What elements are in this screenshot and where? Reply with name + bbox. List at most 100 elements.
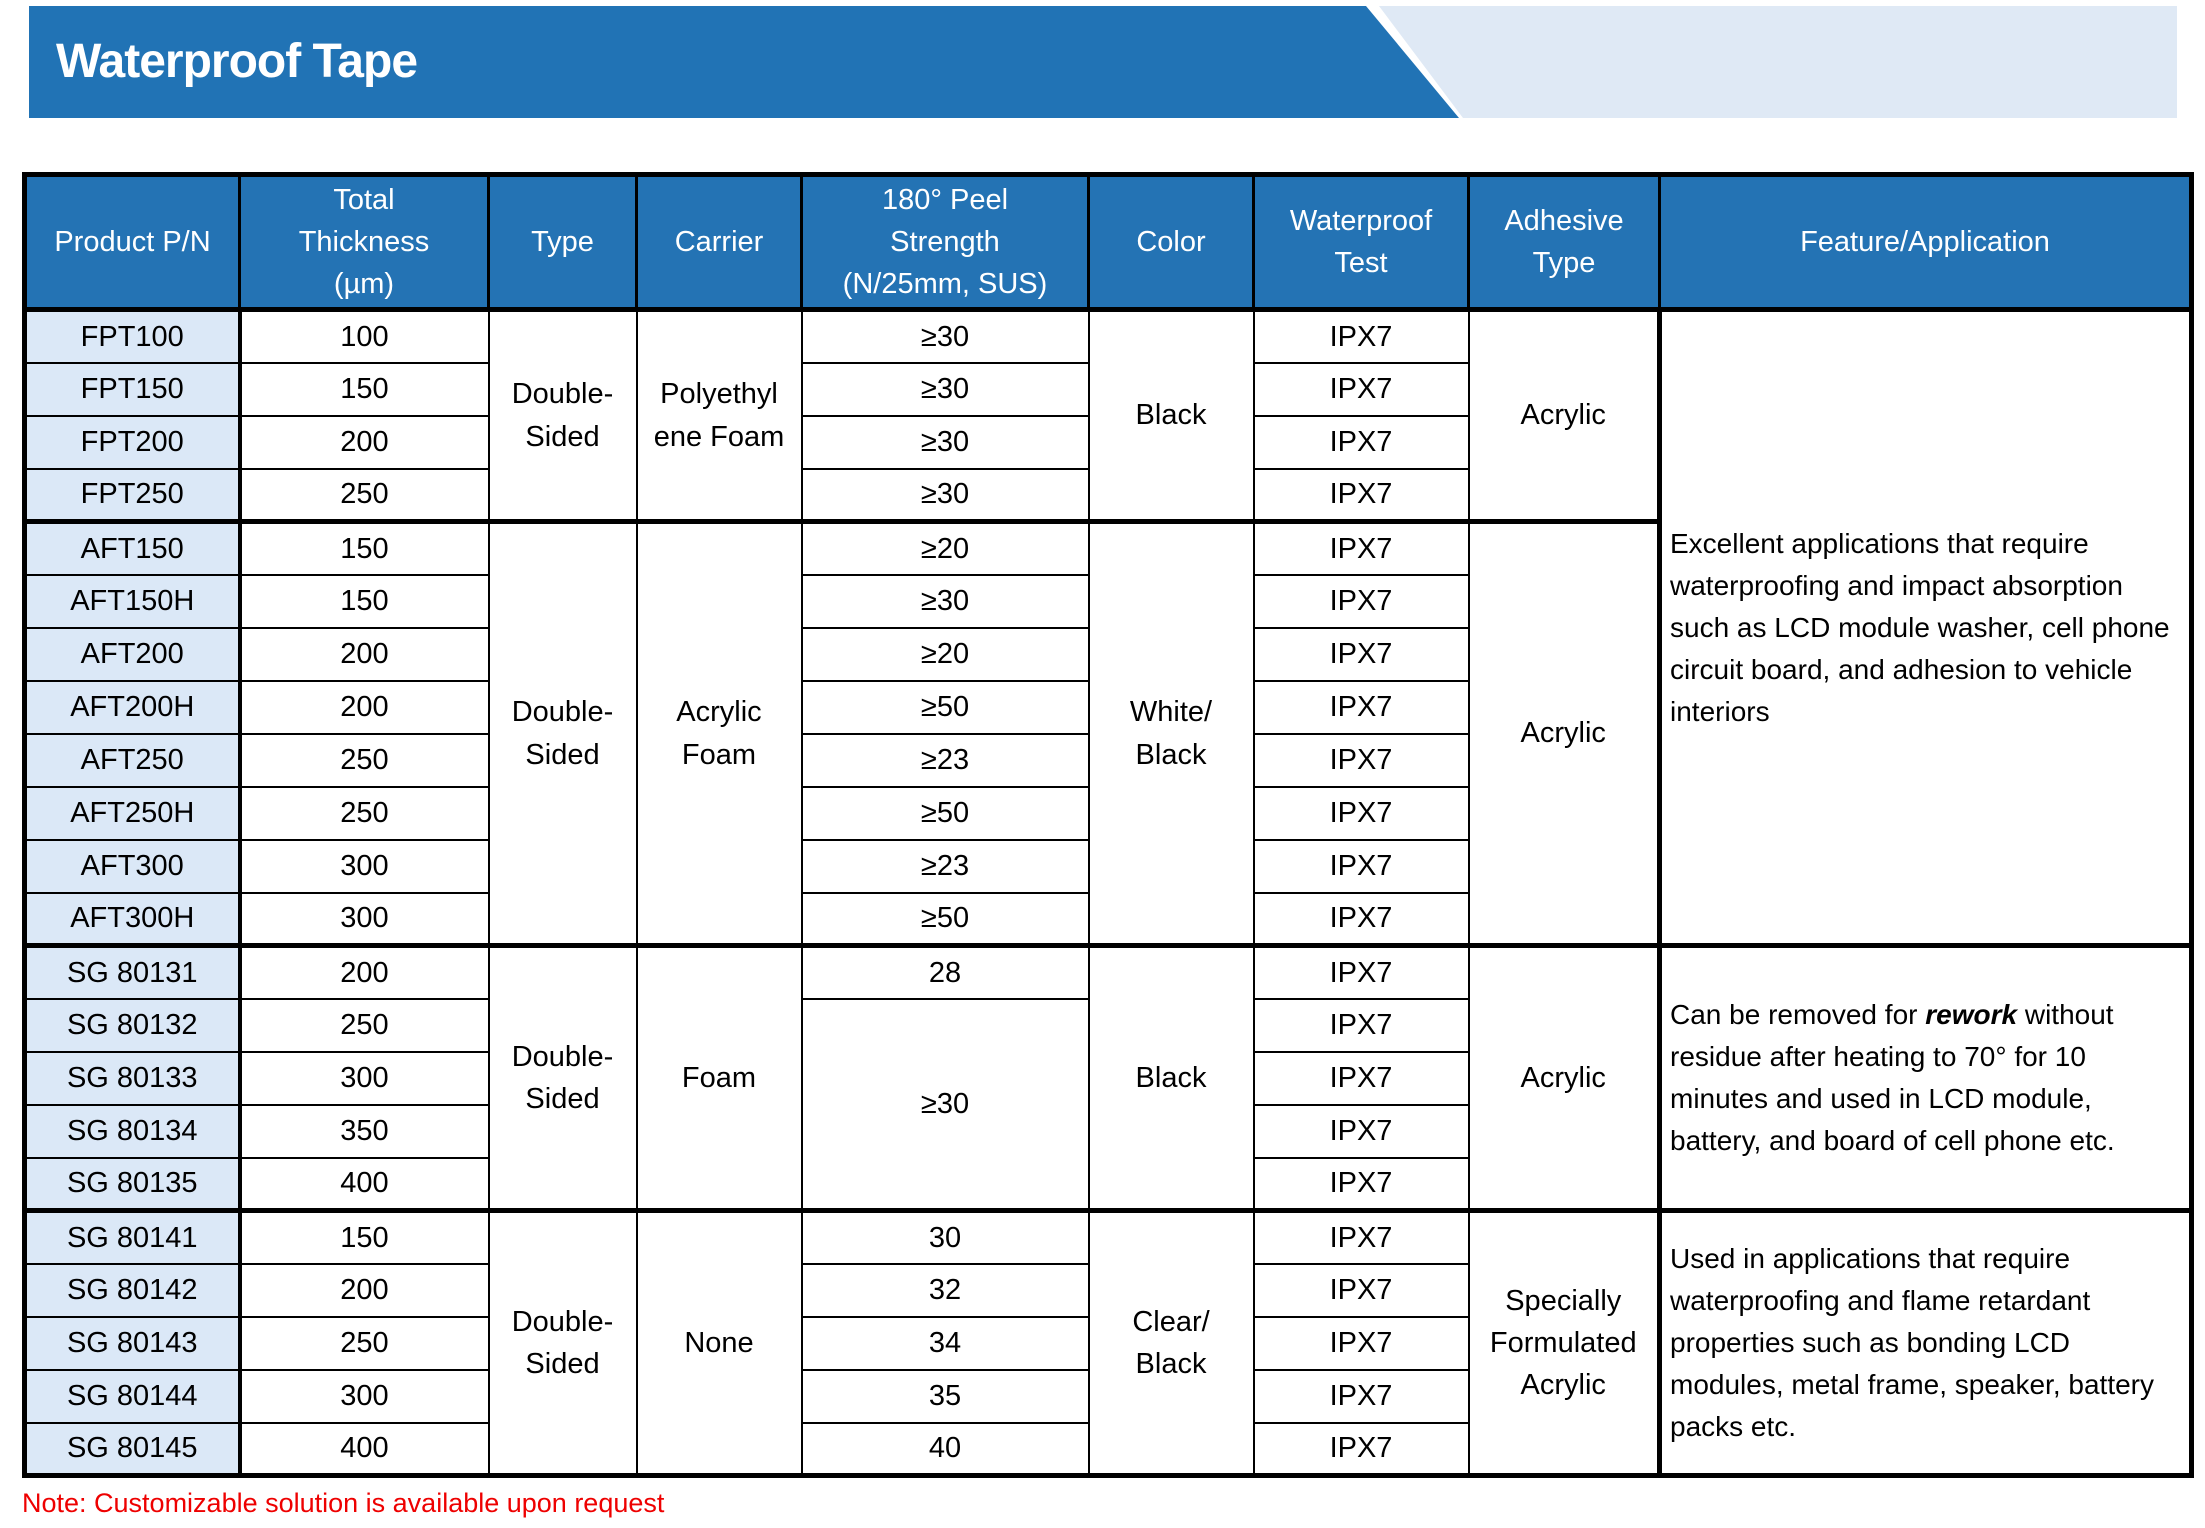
- thickness-cell: 250: [238, 732, 490, 788]
- column-header-waterproof: Waterproof Test: [1252, 173, 1470, 312]
- table-row: AFT300H 300 ≥50 IPX7: [23, 891, 2192, 947]
- product-pn-cell: AFT200H: [23, 679, 242, 735]
- product-pn-cell: AFT300: [23, 838, 242, 894]
- waterproof-test-cell: IPX7: [1252, 785, 1470, 841]
- column-header-peel: 180° Peel Strength (N/25mm, SUS): [800, 173, 1090, 312]
- thickness-cell: 300: [238, 891, 490, 947]
- page-title: Waterproof Tape: [56, 35, 418, 88]
- banner-accent-stripe: [1379, 6, 2177, 118]
- column-header-thickness: Total Thickness (µm): [238, 173, 490, 312]
- waterproof-test-cell: IPX7: [1252, 1262, 1470, 1318]
- feature-text-emphasis: rework: [1925, 999, 2018, 1030]
- feature-text-post: without residue after heating to 70° for…: [1670, 999, 2115, 1156]
- peel-cell: ≥23: [800, 732, 1090, 788]
- thickness-cell: 250: [238, 1315, 490, 1371]
- thickness-cell: 200: [238, 679, 490, 735]
- peel-cell: 40: [800, 1421, 1090, 1477]
- waterproof-test-cell: IPX7: [1252, 1368, 1470, 1424]
- column-header-carrier: Carrier: [635, 173, 803, 312]
- color-cell: Black: [1087, 307, 1255, 523]
- waterproof-test-cell: IPX7: [1252, 1315, 1470, 1371]
- column-header-product: Product P/N: [23, 173, 241, 312]
- waterproof-test-cell: IPX7: [1252, 1050, 1470, 1106]
- product-pn-cell: FPT250: [23, 467, 242, 523]
- table-row: AFT150 150 Double- Sided Acrylic Foam ≥2…: [23, 519, 2192, 947]
- thickness-cell: 200: [238, 1262, 490, 1318]
- color-cell: Clear/ Black: [1087, 1208, 1255, 1477]
- thickness-cell: 200: [238, 943, 490, 1000]
- thickness-cell: 300: [238, 838, 490, 894]
- product-pn-cell: SG 80134: [23, 1103, 242, 1159]
- waterproof-test-cell: IPX7: [1252, 1103, 1470, 1159]
- color-cell: White/ Black: [1087, 519, 1255, 947]
- thickness-cell: 300: [238, 1368, 490, 1424]
- waterproof-test-cell: IPX7: [1252, 943, 1470, 1000]
- table-row: AFT150H 150 ≥30 IPX7: [23, 573, 2192, 629]
- peel-cell: ≥23: [800, 838, 1090, 894]
- table-row: FPT100 100 Double- Sided Polyethyl ene F…: [23, 307, 2193, 947]
- table-row: FPT150 150 ≥30 IPX7: [23, 361, 2192, 417]
- product-pn-cell: SG 80132: [23, 997, 242, 1053]
- product-pn-cell: AFT200: [23, 626, 242, 682]
- thickness-cell: 350: [238, 1103, 490, 1159]
- table-row: SG 80144 300 35 IPX7: [23, 1368, 2192, 1424]
- carrier-cell: Polyethyl ene Foam: [635, 307, 803, 523]
- table-row: SG 80133 300 IPX7: [23, 1050, 2192, 1106]
- waterproof-test-cell: IPX7: [1252, 997, 1470, 1053]
- adhesive-cell: Specially Formulated Acrylic: [1467, 1208, 1661, 1477]
- product-pn-cell: AFT250H: [23, 785, 242, 841]
- thickness-cell: 250: [238, 785, 490, 841]
- product-pn-cell: AFT300H: [23, 891, 242, 947]
- product-pn-cell: AFT250: [23, 732, 242, 788]
- table-row: SG 80131 200 Double- Sided Foam 28 Black…: [23, 943, 2193, 1212]
- product-pn-cell: SG 80133: [23, 1050, 242, 1106]
- table-row: SG 80134 350 IPX7: [23, 1103, 2192, 1159]
- product-pn-cell: SG 80144: [23, 1368, 242, 1424]
- product-pn-cell: SG 80131: [23, 943, 242, 1000]
- product-pn-cell: SG 80135: [23, 1156, 242, 1212]
- product-pn-cell: SG 80141: [23, 1208, 242, 1265]
- feature-cell: Used in applications that require waterp…: [1657, 1208, 2193, 1477]
- type-cell: Double- Sided: [487, 307, 638, 523]
- waterproof-test-cell: IPX7: [1252, 573, 1470, 629]
- table-row: SG 80132 250 ≥30 IPX7: [23, 997, 2192, 1212]
- table-row: FPT250 250 ≥30 IPX7: [23, 467, 2192, 523]
- product-pn-cell: SG 80142: [23, 1262, 242, 1318]
- peel-cell: ≥30: [800, 361, 1090, 417]
- table-row: AFT200H 200 ≥50 IPX7: [23, 679, 2192, 735]
- waterproof-test-cell: IPX7: [1252, 679, 1470, 735]
- product-pn-cell: FPT100: [23, 307, 242, 364]
- table-row: SG 80143 250 34 IPX7: [23, 1315, 2192, 1371]
- table-row: SG 80142 200 32 IPX7: [23, 1262, 2192, 1318]
- column-header-adhesive: Adhesive Type: [1467, 173, 1661, 312]
- thickness-cell: 400: [238, 1421, 490, 1477]
- table-row: SG 80145 400 40 IPX7: [23, 1421, 2192, 1477]
- waterproof-test-cell: IPX7: [1252, 838, 1470, 894]
- type-cell: Double- Sided: [487, 943, 638, 1212]
- column-header-type: Type: [487, 173, 638, 312]
- peel-cell: ≥20: [800, 519, 1090, 576]
- color-cell: Black: [1087, 943, 1255, 1212]
- thickness-cell: 300: [238, 1050, 490, 1106]
- feature-cell: Excellent applications that require wate…: [1657, 307, 2193, 947]
- waterproof-test-cell: IPX7: [1252, 519, 1470, 576]
- peel-cell: 32: [800, 1262, 1090, 1318]
- peel-cell: ≥30: [800, 467, 1090, 523]
- carrier-cell: None: [635, 1208, 803, 1477]
- waterproof-test-cell: IPX7: [1252, 732, 1470, 788]
- waterproof-test-cell: IPX7: [1252, 414, 1470, 470]
- table-row: AFT200 200 ≥20 IPX7: [23, 626, 2192, 682]
- column-header-color: Color: [1087, 173, 1255, 312]
- product-pn-cell: SG 80145: [23, 1421, 242, 1477]
- waterproof-test-cell: IPX7: [1252, 1421, 1470, 1477]
- adhesive-cell: Acrylic: [1467, 943, 1661, 1212]
- thickness-cell: 250: [238, 467, 490, 523]
- peel-cell: ≥50: [800, 785, 1090, 841]
- peel-cell: 30: [800, 1208, 1090, 1265]
- column-header-feature: Feature/Application: [1658, 173, 2193, 312]
- thickness-cell: 150: [238, 573, 490, 629]
- table-row: FPT200 200 ≥30 IPX7: [23, 414, 2192, 470]
- thickness-cell: 250: [238, 997, 490, 1053]
- type-cell: Double- Sided: [487, 1208, 638, 1477]
- carrier-cell: Foam: [635, 943, 803, 1212]
